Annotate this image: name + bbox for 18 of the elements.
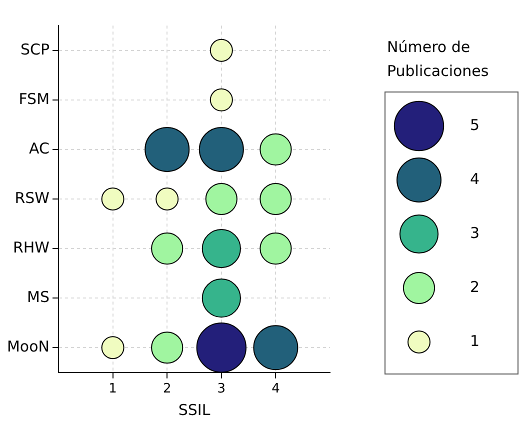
legend-label: 2 — [470, 278, 480, 296]
x-tick-label: 1 — [108, 382, 117, 397]
legend-label: 5 — [470, 116, 480, 134]
legend-label: 1 — [470, 332, 480, 350]
legend-label: 4 — [470, 170, 480, 188]
y-tick-label: RHW — [12, 238, 50, 256]
x-axis-title: SSIL — [178, 400, 211, 419]
y-tick-label: MooN — [6, 338, 50, 356]
y-tick-label: RSW — [14, 188, 50, 207]
legend-title: Número de Publicaciones — [387, 38, 489, 80]
y-tick-label: SCP — [20, 40, 50, 58]
y-tick-label: FSM — [18, 90, 50, 108]
x-tick-label: 2 — [162, 382, 172, 397]
x-tick-label: 3 — [217, 382, 226, 397]
y-tick-label: AC — [29, 139, 50, 158]
y-tick-label: MS — [27, 288, 50, 306]
legend-label: 3 — [470, 224, 480, 242]
x-tick-label: 4 — [272, 382, 280, 397]
